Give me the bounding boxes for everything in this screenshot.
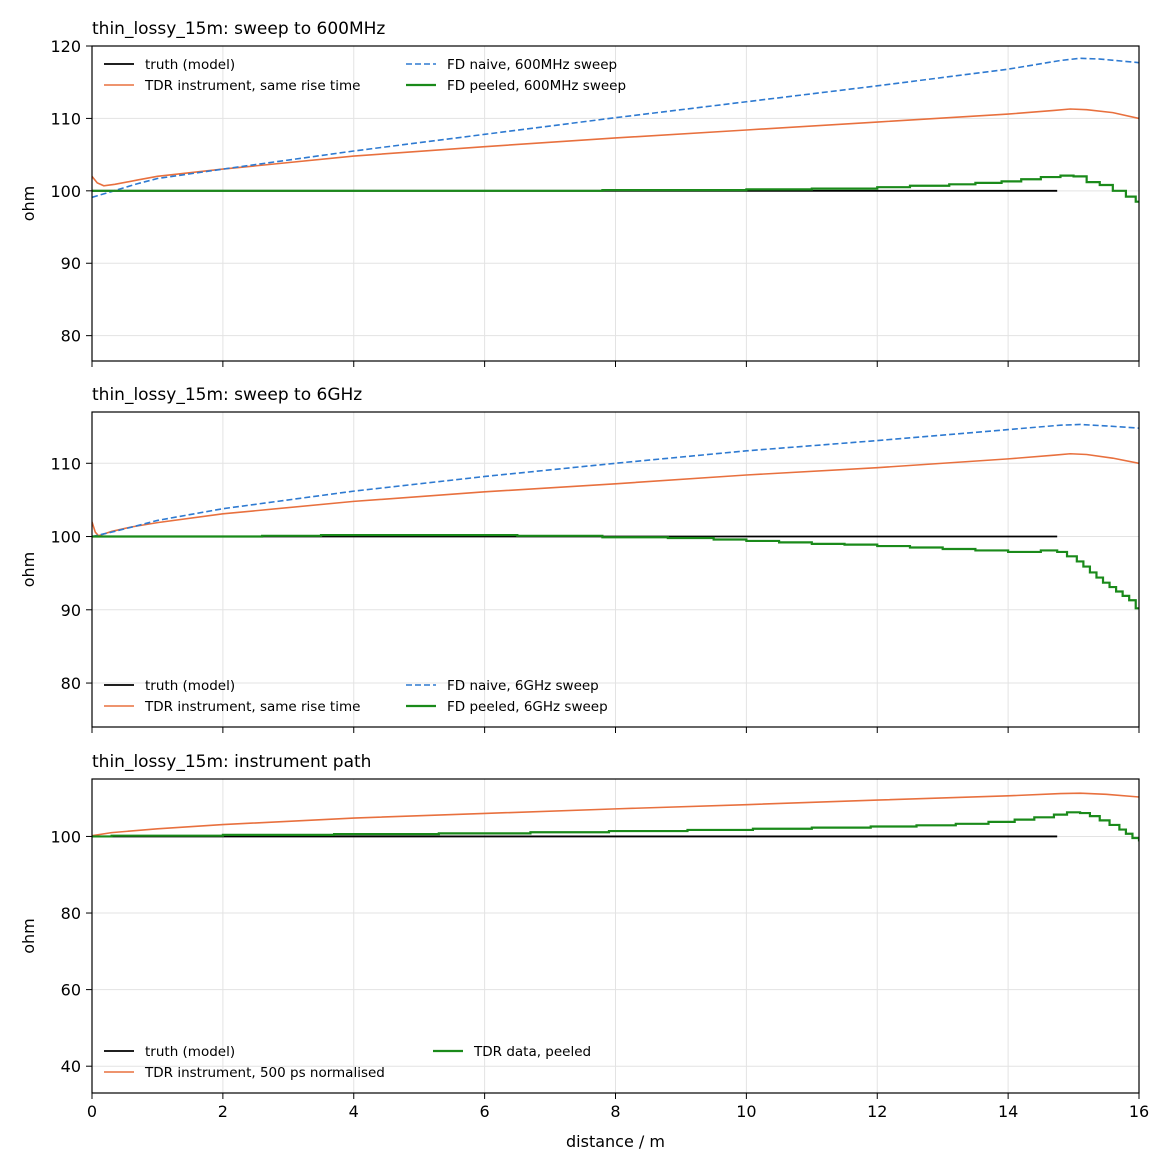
series-line-tdr	[92, 452, 1139, 537]
x-tick-label: 2	[218, 1102, 228, 1121]
panel-title: thin_lossy_15m: sweep to 6GHz	[92, 385, 362, 405]
x-tick-label: 6	[480, 1102, 490, 1121]
chart-panel-1: 80 90 100 110 120 thin_lossy_15m: sweep to 60…	[19, 19, 1140, 367]
y-axis-label: ohm	[19, 552, 38, 588]
x-tick-label: 12	[867, 1102, 887, 1121]
x-tick-label: 10	[736, 1102, 756, 1121]
series-line-fd-naive	[92, 57, 1139, 199]
series-group	[92, 57, 1139, 203]
x-tick-label: 0	[87, 1102, 97, 1121]
x-tick-label: 8	[610, 1102, 620, 1121]
legend-label: FD naive, 600MHz sweep	[447, 57, 617, 73]
series-line-tdr	[92, 108, 1139, 187]
y-axis-label: ohm	[19, 186, 38, 222]
series-line-fd-peeled	[92, 811, 1139, 842]
x-tick-label: 16	[1129, 1102, 1149, 1121]
legend: truth (model) TDR instrument, 500 ps norm…	[104, 1044, 591, 1081]
y-tick-label: 90	[61, 601, 81, 620]
legend-label: TDR instrument, same rise time	[144, 78, 360, 94]
y-axis-label: ohm	[19, 918, 38, 954]
legend-label: truth (model)	[145, 678, 235, 694]
x-tick-label: 14	[998, 1102, 1018, 1121]
y-tick-label: 110	[50, 109, 81, 128]
y-tick-label: 80	[61, 674, 81, 693]
y-tick-label: 80	[61, 327, 81, 346]
legend-label: TDR instrument, 500 ps normalised	[144, 1065, 385, 1081]
panel-title: thin_lossy_15m: instrument path	[92, 752, 371, 772]
legend-label: truth (model)	[145, 57, 235, 73]
panel-title: thin_lossy_15m: sweep to 600MHz	[92, 19, 385, 39]
series-line-tdr	[92, 792, 1139, 837]
series-line-fd-peeled	[92, 533, 1139, 610]
chart-panel-3: 0 2 4 6 8 10 12 14 16 40 60 80 100 thin_lossy_15m: in…	[19, 752, 1149, 1121]
legend-label: truth (model)	[145, 1044, 235, 1060]
legend: truth (model) TDR instrument, same rise t…	[104, 678, 608, 715]
y-tick-label: 100	[50, 528, 81, 547]
x-axis-label: distance / m	[566, 1132, 665, 1151]
series-group	[92, 792, 1139, 842]
series-line-fd-peeled	[92, 174, 1139, 203]
y-tick-label: 90	[61, 254, 81, 273]
legend: truth (model) TDR instrument, same rise t…	[104, 57, 626, 94]
y-tick-label: 40	[61, 1057, 81, 1076]
y-tick-label: 60	[61, 981, 81, 1000]
legend-label: FD naive, 6GHz sweep	[447, 678, 599, 694]
legend-label: TDR data, peeled	[473, 1044, 591, 1060]
chart-panel-2: 80 90 100 110 thin_lossy_15m: sweep to 6GHz o…	[19, 385, 1140, 733]
y-tick-label: 100	[50, 182, 81, 201]
y-tick-label: 110	[50, 454, 81, 473]
legend-label: TDR instrument, same rise time	[144, 699, 360, 715]
y-tick-label: 80	[61, 904, 81, 923]
series-group	[92, 423, 1139, 610]
x-tick-label: 4	[349, 1102, 359, 1121]
y-tick-label: 100	[50, 827, 81, 846]
y-tick-label: 120	[50, 37, 81, 56]
legend-label: FD peeled, 600MHz sweep	[447, 78, 626, 94]
legend-label: FD peeled, 6GHz sweep	[447, 699, 608, 715]
